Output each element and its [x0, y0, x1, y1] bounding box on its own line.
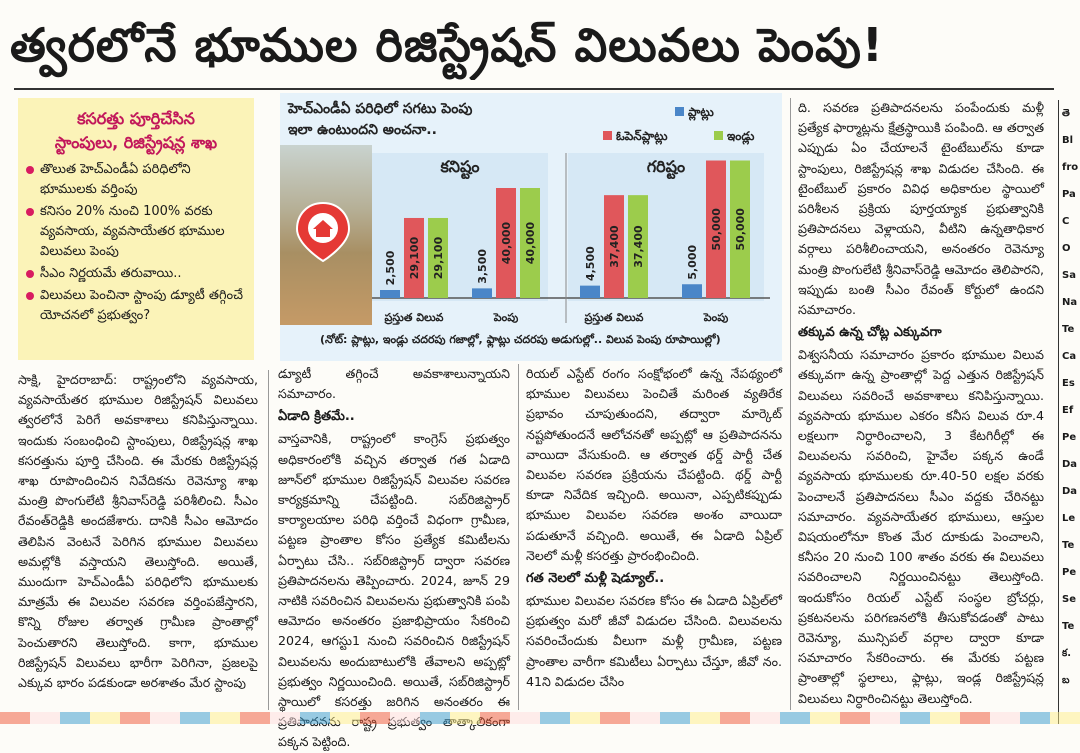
bar: [380, 290, 400, 298]
fragment-text: Se: [1062, 594, 1076, 605]
article-column-3: రియల్ ఎస్టేట్ రంగం సంక్షోభంలో ఉన్న నేపథ్…: [526, 364, 782, 692]
highlight-point: కనిసం 20% నుంచి 100% వరకు వ్యవసాయ, వ్యవస…: [26, 202, 248, 262]
page-edge-strip: [0, 712, 1080, 724]
bar-value-label: 2,500: [384, 250, 397, 285]
bar-value-label: 50,000: [710, 208, 723, 251]
fragment-text: Da: [1062, 486, 1078, 497]
bullet-icon: [26, 292, 34, 300]
bar-value-label: 40,000: [524, 221, 537, 264]
bar: [682, 284, 702, 298]
fragment-text: Na: [1062, 297, 1078, 308]
bar: [706, 160, 726, 298]
category-label: పెంపు: [703, 311, 728, 324]
fragment-text: fro: [1062, 162, 1079, 173]
fragment-text: Te: [1062, 324, 1075, 335]
group-label: కనిష్టం: [439, 157, 479, 179]
subheading: గత నెలలో మళ్లీ షెడ్యూల్..: [526, 571, 665, 587]
bar: [428, 217, 448, 298]
bar-value-label: 37,400: [632, 225, 645, 268]
fragment-text: తె: [1062, 108, 1070, 119]
highlight-point: సీఎం నిర్ణయమే తరువాయి..: [26, 264, 248, 284]
headline-rule: [14, 88, 1054, 90]
fragment-text: C: [1062, 216, 1070, 227]
fragment-text: Da: [1062, 459, 1078, 470]
bar-value-label: 40,000: [500, 221, 513, 264]
bar: [496, 188, 516, 298]
fragment-text: Sa: [1062, 270, 1076, 281]
bar-value-label: 29,100: [408, 236, 421, 279]
bar-chart: కనిష్టం గరిష్టం 2,500 29,100 29,100 ప్రస్తుత …: [372, 105, 770, 325]
article-paragraph: ది. సవరణ ప్రతిపాదనలను పంపేందుకు మళ్లీ ప్…: [798, 100, 1044, 318]
chart-note: (నోట్: ప్లాట్లు, ఇండ్లు చదరపు గజాల్లో, ఫ…: [320, 333, 721, 346]
legend-label: ఓపెన్‌ప్లాట్లు: [616, 129, 668, 145]
category-label: ప్రస్తుత విలువ: [383, 311, 443, 325]
fragment-text: Le: [1062, 513, 1076, 524]
highlight-subtitle: స్టాంపులు, రిజిస్ట్రేషన్ల శాఖ: [54, 133, 218, 152]
fragment-text: Pe: [1062, 432, 1077, 443]
column-divider: [268, 370, 269, 710]
fragment-text: Ca: [1062, 351, 1077, 362]
chart-title: హెచ్ఎండీఏ పరిధిలో సగటు పెంపు ఇలా ఉంటుందన…: [288, 99, 472, 141]
bar: [404, 217, 424, 298]
fragment-text: Pe: [1062, 567, 1077, 578]
fragment-text: Te: [1062, 540, 1075, 551]
subheading: తక్కువ ఉన్న చోట్ల ఎక్కువగా: [798, 325, 942, 341]
article-paragraph: సాక్షి, హైదరాబాద్: రాష్ట్రంలోని వ్యవసాయ,…: [18, 372, 258, 691]
bar: [520, 188, 540, 298]
fragment-text: క.: [1062, 648, 1072, 659]
chart-title-line2: ఇలా ఉంటుందని అంచనా..: [288, 122, 437, 138]
highlight-title: కసరత్తు పూర్తిచేసిన: [77, 109, 195, 128]
legend-swatch: [675, 107, 684, 116]
group-panel: [372, 153, 548, 301]
bar-value-label: 37,400: [608, 225, 621, 268]
bullet-icon: [26, 270, 34, 278]
location-pin-icon: [295, 201, 351, 263]
bullet-icon: [26, 166, 34, 174]
highlight-point: తొలుత హెచ్ఎండీఏ పరిధిలోని భూములకు వర్తిం…: [26, 160, 248, 200]
category-label: పెంపు: [493, 311, 518, 324]
fragment-text: Te: [1062, 621, 1075, 632]
bar: [604, 195, 624, 298]
bar-value-label: 4,500: [584, 246, 597, 281]
fragment-text: Bl: [1062, 135, 1074, 146]
fragment-text: బ: [1062, 675, 1070, 686]
bar: [730, 160, 750, 298]
article-column-2: డ్యూటీ తగ్గించే అవకాశాలున్నాయని సమాచారం.…: [278, 364, 510, 753]
column-divider: [790, 98, 791, 710]
legend-label: ప్లాట్లు: [688, 105, 714, 121]
legend-swatch: [603, 131, 612, 140]
fragment-text: Pa: [1062, 189, 1076, 200]
category-label: ప్రస్తుత విలువ: [583, 311, 643, 325]
adjacent-article-fragment: తె Bl fro Pa C O Sa Na Te Ca Es Ef Pe Da Da Le Te Pe Se Te క…: [1058, 100, 1080, 724]
bar-value-label: 3,500: [476, 249, 489, 284]
highlight-list: తొలుత హెచ్ఎండీఏ పరిధిలోని భూములకు వర్తిం…: [18, 160, 254, 326]
group-label: గరిష్టం: [647, 157, 685, 179]
article-column-4: ది. సవరణ ప్రతిపాదనలను పంపేందుకు మళ్లీ ప్…: [798, 98, 1044, 709]
article-paragraph: రియల్ ఎస్టేట్ రంగం సంక్షోభంలో ఉన్న నేపథ్…: [526, 366, 782, 563]
highlight-box: కసరత్తు పూర్తిచేసిన స్టాంపులు, రిజిస్ట్ర…: [18, 98, 254, 360]
highlight-point: విలువలు పెంచినా స్టాంపు డ్యూటీ తగ్గించే …: [26, 286, 248, 326]
subheading: ఏడాది క్రితమే..: [278, 409, 355, 425]
bar: [472, 288, 492, 298]
article-paragraph: భూముల విలువల సవరణ కోసం ఈ ఏడాది ఏప్రిల్‌ల…: [526, 593, 782, 689]
legend-swatch: [714, 131, 723, 140]
article-paragraph: డ్యూటీ తగ్గించే అవకాశాలున్నాయని సమాచారం.: [278, 366, 510, 402]
column-divider: [518, 364, 519, 710]
fragment-text: Ef: [1062, 405, 1074, 416]
chart-box: హెచ్ఎండీఏ పరిధిలో సగటు పెంపు ఇలా ఉంటుందన…: [280, 93, 782, 361]
chart-title-line1: హెచ్ఎండీఏ పరిధిలో సగటు పెంపు: [288, 101, 473, 117]
fragment-text: Es: [1062, 378, 1075, 389]
fragment-text: O: [1062, 243, 1071, 254]
bar-value-label: 29,100: [432, 236, 445, 279]
article-column-1: సాక్షి, హైదరాబాద్: రాష్ట్రంలోని వ్యవసాయ,…: [18, 370, 258, 693]
legend-label: ఇండ్లు: [727, 129, 754, 145]
bar: [628, 195, 648, 298]
bar-value-label: 50,000: [734, 208, 747, 251]
bar-value-label: 5,000: [686, 245, 699, 280]
article-paragraph: విశ్వసనీయ సమాచారం ప్రకారం భూముల విలువ తక…: [798, 347, 1044, 706]
headline: త్వరలోనే భూముల రిజిస్ట్రేషన్ విలువలు పెం…: [10, 18, 884, 72]
bullet-icon: [26, 208, 34, 216]
article-paragraph: వాస్తవానికి, రాష్ట్రంలో కాంగ్రెస్ ప్రభుత…: [278, 431, 510, 750]
bar: [580, 285, 600, 298]
